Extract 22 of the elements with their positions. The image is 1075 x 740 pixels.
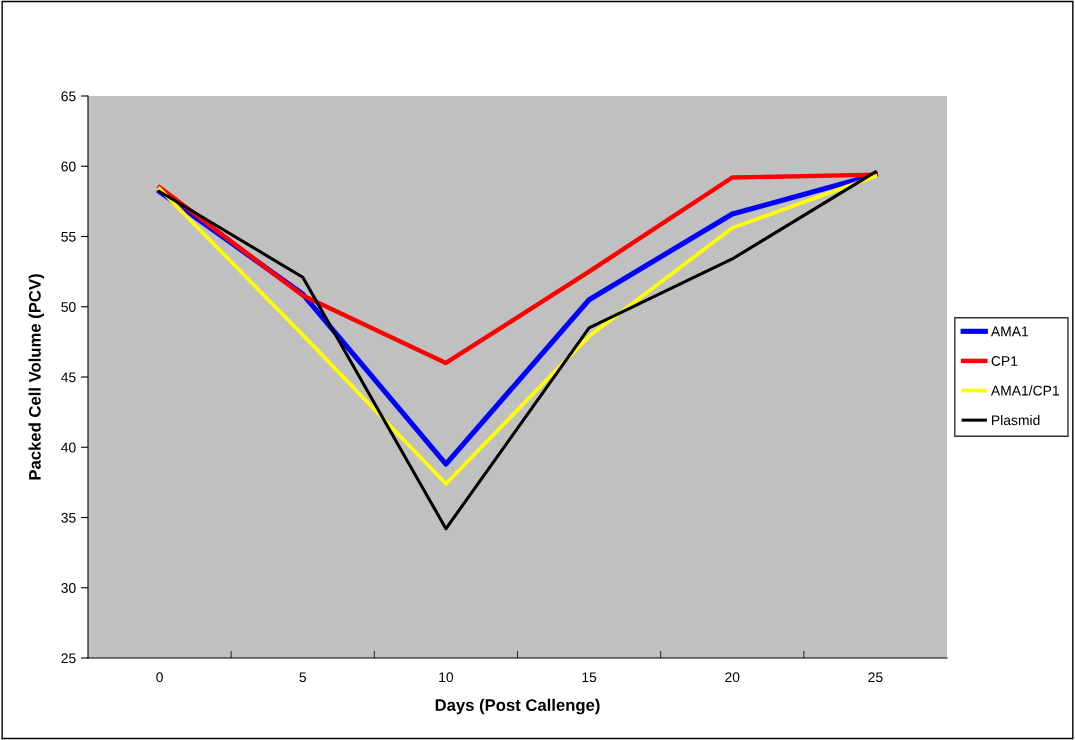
y-tick-label: 25 <box>61 653 76 664</box>
x-axis-title: Days (Post Callenge) <box>435 698 600 715</box>
x-tick-label: 10 <box>439 672 454 683</box>
x-tick-label: 20 <box>725 672 740 683</box>
x-tick-label: 0 <box>156 672 163 683</box>
legend-label: CP1 <box>991 356 1018 366</box>
y-tick-label: 55 <box>61 231 76 242</box>
line-series <box>157 172 878 366</box>
legend-label: AMA1 <box>990 326 1029 337</box>
x-tick-label: 25 <box>868 672 883 683</box>
y-tick-label: 65 <box>61 91 76 102</box>
y-axis-title: Packed Cell Volume (PCV) <box>28 274 45 480</box>
y-tick-label: 35 <box>61 512 76 523</box>
x-tick-label: 15 <box>582 672 597 683</box>
x-tick-label: 5 <box>299 672 307 683</box>
y-tick-label: 45 <box>61 372 76 383</box>
y-tick-label: 50 <box>61 302 76 312</box>
legend-label: Plasmid <box>992 414 1040 426</box>
legend-label: AMA1/CP1 <box>990 385 1059 396</box>
y-tick-label: 40 <box>61 442 76 453</box>
y-tick-label: 60 <box>61 161 76 172</box>
y-tick-label: 30 <box>61 583 76 593</box>
